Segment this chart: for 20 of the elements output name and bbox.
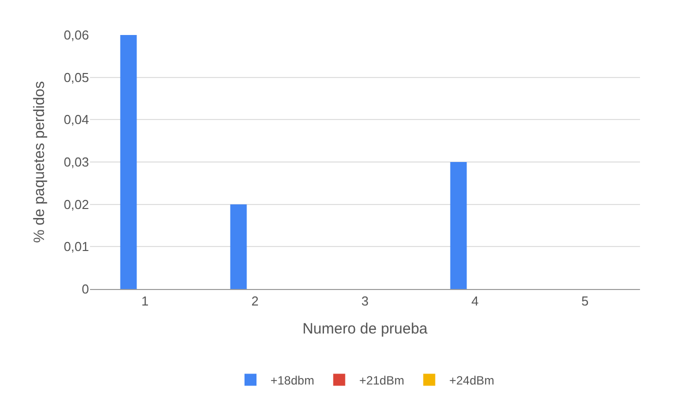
y-tick-label: 0,05 <box>64 70 89 85</box>
x-tick-label: 4 <box>471 294 479 309</box>
x-tick-label: 3 <box>361 294 369 309</box>
y-tick-label: 0,06 <box>64 28 89 43</box>
legend-label: +21dBm <box>359 373 404 388</box>
y-tick-label: 0,02 <box>64 196 89 212</box>
y-axis-title: % de paquetes perdidos <box>30 81 48 243</box>
legend-label: +18dbm <box>270 373 314 388</box>
legend-label: +24dBm <box>449 373 494 388</box>
y-tick-label: 0,01 <box>64 239 89 254</box>
bar <box>230 204 247 289</box>
y-tick-label: 0,04 <box>64 112 89 128</box>
x-tick-label: 2 <box>251 294 259 309</box>
bar <box>450 162 467 289</box>
y-tick-label: 0 <box>82 282 89 297</box>
x-axis-title: Numero de prueba <box>302 320 428 338</box>
bar <box>120 35 137 289</box>
x-tick-label: 1 <box>141 294 149 309</box>
x-tick-label: 5 <box>581 294 589 309</box>
y-tick-label: 0,03 <box>64 154 89 170</box>
